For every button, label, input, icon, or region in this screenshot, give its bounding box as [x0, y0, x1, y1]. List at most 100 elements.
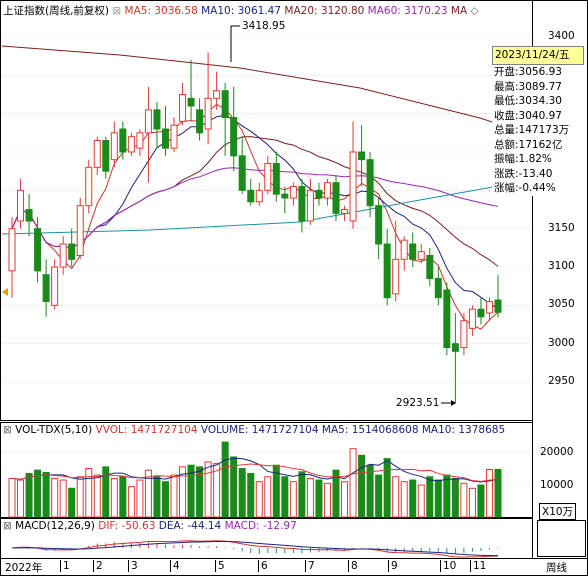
candle-body[interactable]	[298, 186, 306, 222]
candle-body[interactable]	[426, 255, 434, 279]
candle-body[interactable]	[230, 117, 238, 157]
candle-body[interactable]	[8, 228, 16, 272]
volume-bar[interactable]	[460, 482, 468, 518]
volume-bar[interactable]	[306, 477, 314, 518]
candle-body[interactable]	[127, 136, 135, 153]
volume-bar[interactable]	[349, 448, 357, 518]
volume-bar[interactable]	[153, 476, 161, 518]
volume-bar[interactable]	[443, 474, 451, 518]
candle-body[interactable]	[153, 109, 161, 130]
settings-diamond-icon[interactable]: ◇	[470, 5, 479, 17]
candle-body[interactable]	[468, 308, 476, 329]
volume-bar[interactable]	[298, 471, 306, 518]
candle-body[interactable]	[349, 151, 357, 222]
candle-body[interactable]	[196, 109, 204, 134]
candle-body[interactable]	[272, 163, 280, 195]
volume-bar[interactable]	[144, 469, 152, 518]
volume-bar[interactable]	[110, 477, 118, 518]
period-button[interactable]: 周线	[546, 562, 567, 574]
volume-bar[interactable]	[85, 468, 93, 518]
candle-body[interactable]	[76, 205, 84, 257]
candle-body[interactable]	[485, 301, 493, 314]
candle-body[interactable]	[409, 243, 417, 260]
close-marker-icon[interactable]: ⊠	[112, 5, 122, 17]
candle-body[interactable]	[187, 97, 195, 107]
volume-bar[interactable]	[468, 487, 476, 518]
volume-bar[interactable]	[196, 466, 204, 518]
volume-bar[interactable]	[315, 479, 323, 518]
volume-bar[interactable]	[494, 468, 502, 518]
candle-body[interactable]	[417, 251, 425, 260]
volume-bar[interactable]	[255, 481, 263, 518]
candle-body[interactable]	[213, 90, 221, 99]
candle-body[interactable]	[460, 320, 468, 348]
volume-bar[interactable]	[332, 469, 340, 518]
volume-bar[interactable]	[375, 474, 383, 518]
volume-bar[interactable]	[187, 464, 195, 518]
candle-body[interactable]	[161, 128, 169, 149]
volume-bar[interactable]	[51, 477, 59, 518]
candle-body[interactable]	[238, 155, 246, 191]
volume-bar[interactable]	[230, 456, 238, 518]
candle-body[interactable]	[477, 308, 485, 318]
candle-body[interactable]	[315, 189, 323, 199]
candle-body[interactable]	[255, 189, 263, 203]
candle-body[interactable]	[306, 189, 314, 222]
volume-bar[interactable]	[366, 464, 374, 518]
candle-body[interactable]	[34, 228, 42, 272]
volume-bar[interactable]	[8, 477, 16, 518]
candle-body[interactable]	[375, 205, 383, 245]
candle-body[interactable]	[494, 299, 502, 313]
candle-body[interactable]	[51, 266, 59, 306]
volume-bar[interactable]	[76, 476, 84, 518]
volume-bar[interactable]	[161, 481, 169, 518]
volume-bar[interactable]	[426, 476, 434, 518]
candle-body[interactable]	[93, 140, 101, 168]
volume-bar[interactable]	[25, 472, 33, 518]
volume-bar[interactable]	[392, 476, 400, 518]
candle-body[interactable]	[264, 163, 272, 191]
volume-bar[interactable]	[204, 461, 212, 518]
volume-bar[interactable]	[34, 469, 42, 518]
candle-body[interactable]	[85, 166, 93, 207]
volume-bar[interactable]	[409, 479, 417, 518]
candle-body[interactable]	[281, 193, 289, 199]
macd-collapse-icon[interactable]: ⊠	[3, 520, 12, 532]
volume-bar[interactable]	[119, 476, 127, 518]
candle-body[interactable]	[42, 274, 50, 302]
candle-body[interactable]	[434, 278, 442, 299]
candle-body[interactable]	[341, 209, 349, 214]
volume-bar[interactable]	[238, 468, 246, 518]
volume-bar[interactable]	[136, 479, 144, 518]
volume-bar[interactable]	[358, 454, 366, 518]
volume-bar[interactable]	[59, 479, 67, 518]
volume-bar[interactable]	[221, 441, 229, 518]
volume-bar[interactable]	[281, 476, 289, 518]
candle-body[interactable]	[247, 189, 255, 203]
candle-body[interactable]	[451, 343, 459, 352]
candle-body[interactable]	[392, 258, 400, 295]
candle-body[interactable]	[59, 243, 67, 268]
candle-body[interactable]	[17, 189, 25, 222]
volume-bar[interactable]	[68, 487, 76, 518]
volume-bar[interactable]	[485, 468, 493, 518]
candle-body[interactable]	[323, 182, 331, 199]
volume-bar[interactable]	[93, 474, 101, 518]
candle-body[interactable]	[204, 97, 212, 130]
volume-bar[interactable]	[264, 476, 272, 518]
candle-body[interactable]	[383, 243, 391, 299]
volume-bar[interactable]	[434, 479, 442, 518]
candle-body[interactable]	[25, 209, 33, 222]
volume-bar[interactable]	[477, 484, 485, 518]
candle-body[interactable]	[110, 132, 118, 161]
candle-body[interactable]	[102, 140, 110, 172]
volume-bar[interactable]	[179, 466, 187, 518]
volume-bar[interactable]	[417, 484, 425, 518]
candle-body[interactable]	[68, 243, 76, 260]
volume-bar[interactable]	[127, 486, 135, 518]
volume-collapse-icon[interactable]: ⊠	[3, 424, 12, 436]
volume-bar[interactable]	[170, 474, 178, 518]
volume-bar[interactable]	[383, 458, 391, 518]
candle-body[interactable]	[332, 182, 340, 214]
